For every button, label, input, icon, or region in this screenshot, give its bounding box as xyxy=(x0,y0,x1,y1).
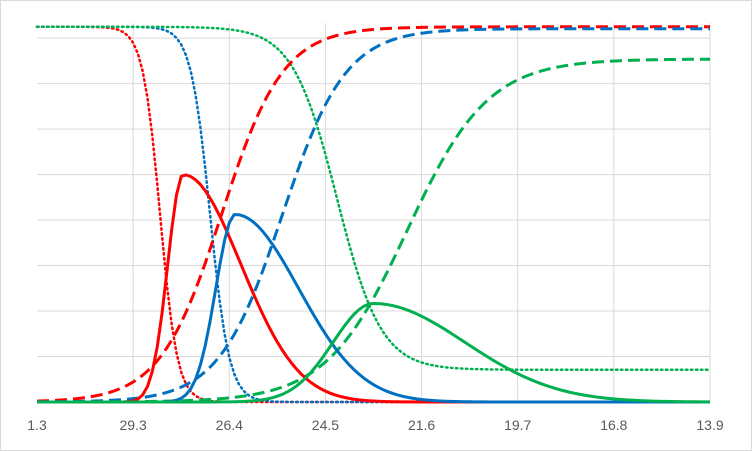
x-tick-label: 29.3 xyxy=(120,417,147,433)
x-tick-label: 13.9 xyxy=(696,417,723,433)
x-tick-label: 1.3 xyxy=(27,417,47,433)
series-layer xyxy=(35,25,712,404)
x-tick-label: 26.4 xyxy=(216,417,243,433)
series-line-solid-6 xyxy=(37,173,710,404)
x-tick-label: 16.8 xyxy=(600,417,627,433)
x-tick-label: 24.5 xyxy=(312,417,339,433)
series-line-dotted-0 xyxy=(35,25,712,404)
gridlines xyxy=(37,23,711,402)
x-tick-label: 19.7 xyxy=(504,417,531,433)
series-line-solid-8 xyxy=(37,301,711,404)
series-line-dashed-3 xyxy=(36,25,710,403)
x-tick-label: 21.6 xyxy=(408,417,435,433)
series-line-solid-7 xyxy=(37,213,710,404)
x-tick-labels: 1.3 29.3 26.4 24.5 21.6 19.7 16.8 13.9 xyxy=(27,417,724,433)
series-line-dashed-5 xyxy=(37,57,711,404)
series-line-dashed-4 xyxy=(36,27,710,404)
series-line-dotted-2 xyxy=(35,25,712,372)
series-line-dotted-1 xyxy=(35,25,712,404)
